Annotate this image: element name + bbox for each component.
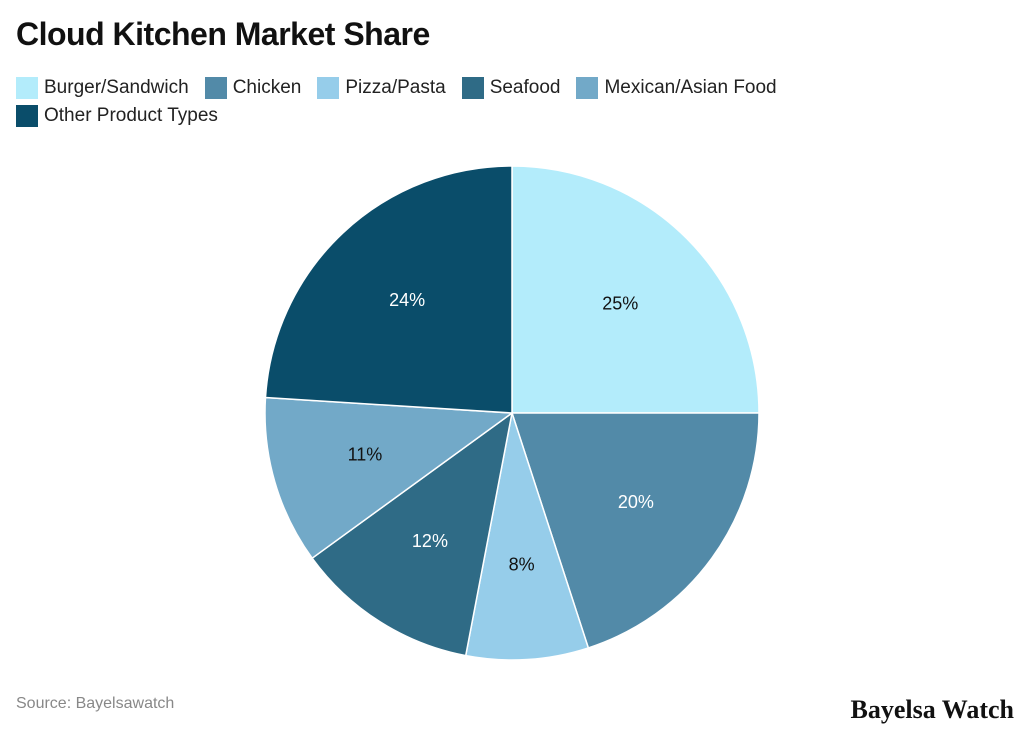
legend-swatch xyxy=(16,105,38,127)
pie-slice xyxy=(510,412,760,649)
data-label: 8% xyxy=(509,555,535,575)
data-label: 12% xyxy=(412,531,448,551)
legend: Burger/Sandwich Chicken Pizza/Pasta Seafood… xyxy=(16,76,996,128)
legend-item: Chicken xyxy=(204,76,302,100)
legend-label: Burger/Sandwich xyxy=(44,77,189,98)
legend-swatch xyxy=(576,77,599,99)
pie-slice xyxy=(311,411,514,657)
legend-swatch xyxy=(204,77,227,99)
legend-label: Other Product Types xyxy=(44,105,218,126)
pie-slice xyxy=(511,165,760,414)
legend-label: Pizza/Pasta xyxy=(345,77,446,98)
legend-swatch xyxy=(317,77,340,99)
legend-item: Seafood xyxy=(461,76,561,100)
pie-slice xyxy=(264,165,513,414)
data-label: 11% xyxy=(348,444,383,464)
data-label: 25% xyxy=(602,293,638,313)
data-label: 24% xyxy=(389,290,425,310)
legend-swatch xyxy=(16,77,38,99)
data-label: 20% xyxy=(618,492,654,512)
legend-label: Mexican/Asian Food xyxy=(604,77,777,98)
brand-logo: Bayelsa Watch xyxy=(850,695,1014,724)
legend-swatch xyxy=(461,77,484,99)
source-note: Source: Bayelsawatch xyxy=(16,695,175,712)
legend-item: Burger/Sandwich xyxy=(16,76,189,100)
legend-item: Other Product Types xyxy=(16,104,218,128)
pie-slice xyxy=(464,412,590,661)
legend-label: Seafood xyxy=(489,77,561,98)
pie-slice xyxy=(264,396,515,560)
legend-label: Chicken xyxy=(232,77,302,98)
chart-title: Cloud Kitchen Market Share xyxy=(16,16,430,52)
legend-item: Pizza/Pasta xyxy=(317,76,446,100)
legend-item: Mexican/Asian Food xyxy=(576,76,777,100)
